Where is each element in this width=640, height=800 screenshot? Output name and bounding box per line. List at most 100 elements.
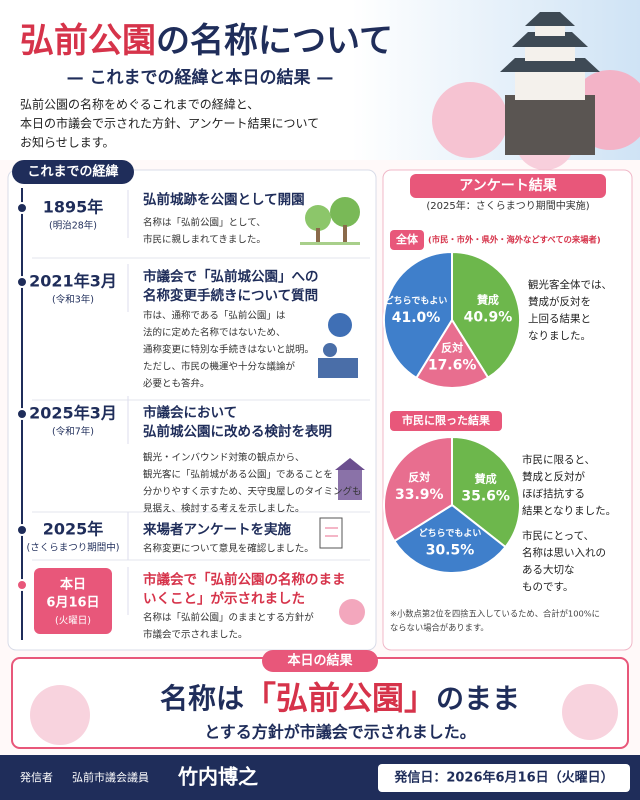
pie-slice <box>392 503 507 574</box>
footer-org: 弘前市議会議員 <box>72 770 149 784</box>
title: 弘前公園の名称について <box>20 21 393 61</box>
slice-name: 賛成 <box>477 293 499 307</box>
result-tag-bg <box>262 650 378 672</box>
event-sub: (明治28年) <box>49 220 97 232</box>
event-title: 市議会において <box>143 404 237 421</box>
chart-comment: 市民にとって、 <box>522 529 594 542</box>
chart-comment: 観光客全体では、 <box>528 278 612 291</box>
footer-date-bg <box>378 764 630 792</box>
event-sub: (火曜日) <box>55 616 91 627</box>
intro-line: お知らせします。 <box>20 136 115 150</box>
pie-slice <box>383 435 453 543</box>
event-body: 分かりやすく示すため、天守曳屋しのタイミングも <box>143 486 362 498</box>
event-date: 1895年 <box>43 198 104 217</box>
pie-slice <box>451 435 521 549</box>
event-body: 市は、通称である「弘前公園」は <box>143 310 286 322</box>
event-body: 名称変更について意見を確認しました。 <box>143 543 314 555</box>
intro-line: 本日の市議会で示された方針、アンケート結果について <box>20 116 319 131</box>
event-body: 市民に親しまれてきました。 <box>143 234 266 246</box>
event-body: 通称変更に特別な手続きはないと説明。 <box>143 344 314 356</box>
timeline-panel <box>7 169 377 651</box>
chart-comment: ものです。 <box>522 581 573 593</box>
intro: 弘前公園の名称をめぐるこれまでの経緯と、本日の市議会で示された方針、アンケート結… <box>20 97 319 150</box>
chart-comment: 結果となりました。 <box>522 504 616 517</box>
footer-label: 発信者 <box>20 770 53 784</box>
chart-comment: 上回る結果と <box>528 312 591 325</box>
chart-comment: 市民に限ると、 <box>522 453 595 466</box>
event-body: 観光客に「弘前城がある公園」であることを <box>143 469 333 481</box>
pie-slice <box>414 318 490 389</box>
result-decoration <box>30 684 618 745</box>
result-sub: とする方針が市議会で示されました。 <box>204 723 476 742</box>
result-post: のまま <box>436 682 520 715</box>
pie-slice <box>383 250 453 380</box>
castle-illustration <box>432 12 640 170</box>
slice-value: 33.9% <box>395 487 444 503</box>
chart-tag-bg <box>390 230 424 250</box>
event-sub: (さくらまつり期間中) <box>27 542 120 554</box>
survey: 全体 (市民・市外・県外・海外などすべての来場者)賛成40.9%反対17.6%どち… <box>383 230 616 633</box>
title-accent: 弘前公園 <box>20 21 156 61</box>
slice-value: 35.6% <box>461 489 510 505</box>
today-box <box>34 568 112 634</box>
event-date: 6月16日 <box>46 596 99 611</box>
chart-comment: 名称は思い入れの <box>522 546 606 559</box>
slice-value: 17.6% <box>428 357 477 373</box>
event-body: 必要とも答弁。 <box>143 378 210 390</box>
slice-name: 反対 <box>441 340 463 354</box>
event-body: 市議会で示されました。 <box>143 629 248 641</box>
chart-tag: 市民に限った結果 <box>402 413 490 427</box>
timeline-dot <box>16 408 28 420</box>
event-title: 弘前城跡を公園として開園 <box>143 191 305 208</box>
event-date: 2025年3月 <box>29 404 117 423</box>
chart-tag-bg <box>390 411 502 431</box>
event-date: 本日 <box>60 577 86 593</box>
slice-name: 反対 <box>408 470 430 484</box>
timeline: 1895年 (明治28年) 弘前城跡を公園として開園名称は「弘前公園」として、市民に… <box>16 190 370 641</box>
chart-comment: 賛成が反対を <box>528 295 591 308</box>
slice-value: 30.5% <box>426 542 475 558</box>
event-body: 名称は「弘前公園」のままとする方針が <box>143 612 314 624</box>
intro-line: 弘前公園の名称をめぐるこれまでの経緯と、 <box>20 97 259 112</box>
event-title: 市議会で「弘前城公園」への <box>143 268 319 285</box>
result-pre: 名称は <box>160 682 244 715</box>
subtitle: — これまでの経緯と本日の結果 — <box>67 67 334 88</box>
title-rest: の名称について <box>156 21 393 61</box>
survey-heading: アンケート結果 <box>459 177 557 194</box>
timeline-dot <box>16 579 28 591</box>
footer-person: 竹内博之 <box>177 765 258 789</box>
chart-comment: 賛成と反対が <box>522 470 585 483</box>
timeline-dot <box>16 202 28 214</box>
result-tag: 本日の結果 <box>287 653 352 669</box>
chart-tag: 全体 <box>395 232 419 246</box>
event-date: 2021年3月 <box>29 272 117 291</box>
event-body: 見据え、検討する考えを示しました。 <box>143 503 305 515</box>
slice-value: 40.9% <box>464 310 513 326</box>
event-title: いくこと」が示されました <box>143 590 305 607</box>
slice-value: 41.0% <box>392 310 441 326</box>
footer-date: 発信日：2026年6月16日（火曜日） <box>393 770 613 786</box>
timeline-dot <box>16 276 28 288</box>
event-date: 2025年 <box>43 520 104 539</box>
timeline-heading: これまでの経緯 <box>27 164 118 180</box>
survey-heading-bg <box>410 174 606 198</box>
event-sub: (令和7年) <box>52 426 94 438</box>
timeline-heading-bg <box>12 160 134 184</box>
chart-comment: ある大切な <box>522 563 575 576</box>
event-body: 法的に定めた名称ではないため、 <box>143 327 286 339</box>
result-name: 「弘前公園」 <box>244 679 436 717</box>
result-main: 名称は「弘前公園」のまま <box>160 679 520 717</box>
timeline-dot <box>16 524 28 536</box>
slice-name: どちらでもよい <box>385 294 448 306</box>
chart-comment: なりました。 <box>528 330 591 342</box>
event-title: 弘前城公園に改める検討を表明 <box>143 423 332 440</box>
chart-comment: ほぼ拮抗する <box>522 487 585 500</box>
event-title: 市議会で「弘前公園の名称のまま <box>143 571 346 588</box>
event-body: 名称は「弘前公園」として、 <box>143 217 266 229</box>
chart-desc: (市民・市外・県外・海外などすべての来場者) <box>428 235 601 245</box>
slice-name: どちらでもよい <box>419 527 482 539</box>
event-title: 来場者アンケートを実施 <box>142 521 291 538</box>
slice-name: 賛成 <box>475 472 497 486</box>
event-title: 名称変更手続きについて質問 <box>143 287 318 304</box>
